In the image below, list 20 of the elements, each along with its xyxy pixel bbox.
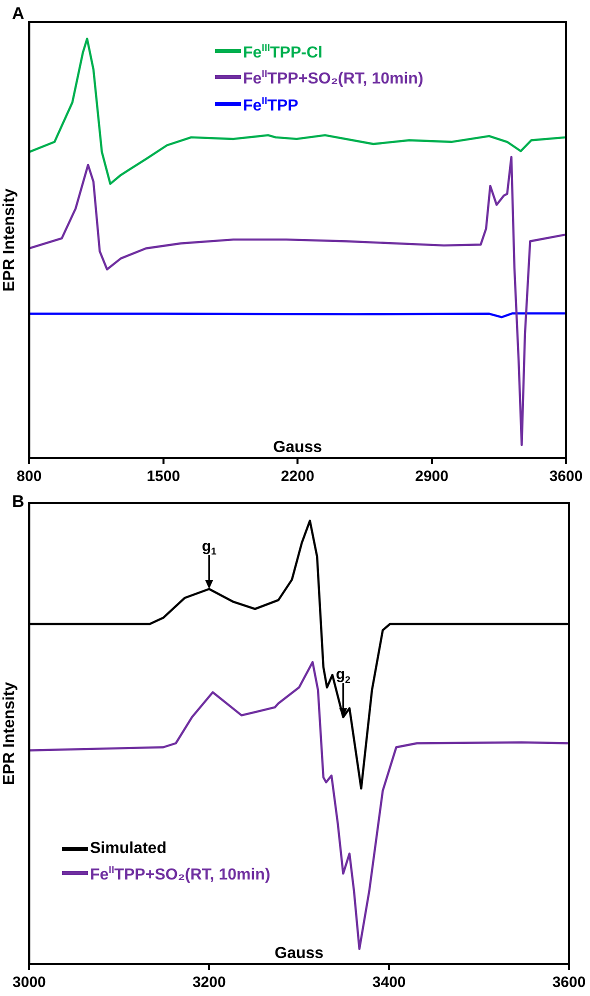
x-tick-label: 800 (16, 468, 42, 486)
chart-title: A (12, 4, 24, 24)
x-tick-label: 2200 (280, 468, 314, 486)
legend-label: Simulated (90, 838, 166, 859)
legend-label: Fe$^{II}$TPP+SO₂(RT, 10min) (243, 68, 424, 90)
x-axis-title: Gauss (274, 945, 324, 962)
x-tick-label: 2900 (415, 468, 448, 486)
y-axis-title: EPR Intensity (1, 682, 18, 786)
y-axis-title: EPR Intensity (1, 188, 18, 292)
legend-label: Fe$^{III}$TPP-Cl (243, 42, 322, 64)
x-tick-label: 1500 (146, 468, 180, 486)
legend-label: Fe$^{II}$TPP (243, 94, 298, 116)
x-tick-label: 3400 (372, 974, 406, 992)
chart-title: B (12, 492, 24, 512)
x-axis-title: Gauss (273, 439, 322, 456)
x-tick-label: 3600 (552, 974, 586, 992)
legend-label: Fe$^{II}$TPP+SO₂(RT, 10min) (90, 864, 270, 885)
x-tick-label: 3000 (12, 974, 46, 992)
x-tick-label: 3600 (549, 468, 583, 486)
x-tick-label: 3200 (192, 974, 226, 992)
